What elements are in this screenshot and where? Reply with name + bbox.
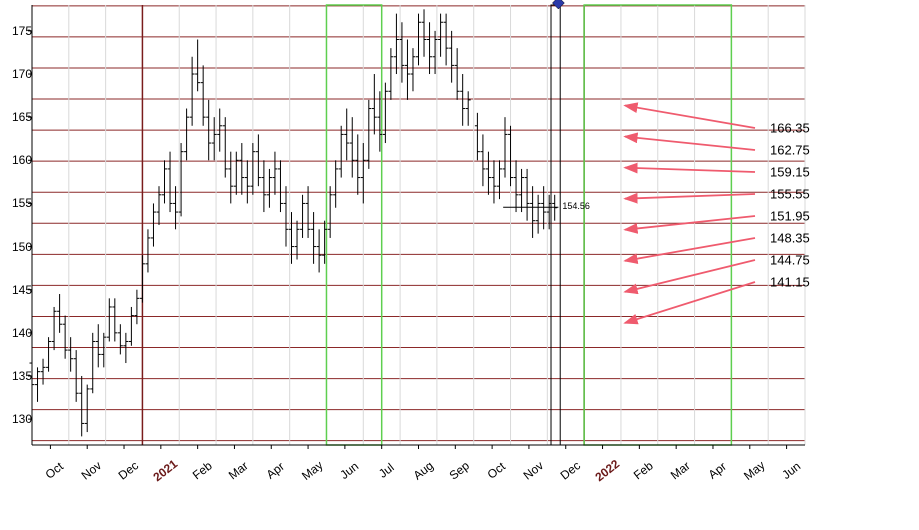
- price-level-label: 141.15: [770, 275, 810, 290]
- y-tick-label: 170: [2, 67, 32, 81]
- price-level-label: 155.55: [770, 187, 810, 202]
- y-tick-label: 140: [2, 326, 32, 340]
- price-level-label: 148.35: [770, 231, 810, 246]
- chart-container: 154.56 166.35 162.75 159.15 155.55 151.95 148.…: [0, 0, 919, 530]
- price-level-label: 151.95: [770, 209, 810, 224]
- last-price-label: 154.56: [562, 201, 590, 211]
- price-arrow: [625, 260, 755, 292]
- price-arrow: [625, 106, 755, 128]
- y-tick-label: 130: [2, 412, 32, 426]
- y-tick-label: 145: [2, 283, 32, 297]
- y-tick-label: 175: [2, 24, 32, 38]
- price-level-label: 144.75: [770, 253, 810, 268]
- y-tick-label: 165: [2, 110, 32, 124]
- y-tick-label: 155: [2, 196, 32, 210]
- marker-diamond: [552, 0, 564, 9]
- price-arrow: [625, 238, 755, 261]
- price-arrow: [625, 168, 755, 172]
- y-tick-label: 160: [2, 153, 32, 167]
- price-arrow: [625, 194, 755, 199]
- price-level-label: 162.75: [770, 143, 810, 158]
- y-tick-label: 150: [2, 240, 32, 254]
- price-arrow: [625, 137, 755, 150]
- y-tick-label: 135: [2, 369, 32, 383]
- price-level-label: 159.15: [770, 165, 810, 180]
- price-level-label: 166.35: [770, 121, 810, 136]
